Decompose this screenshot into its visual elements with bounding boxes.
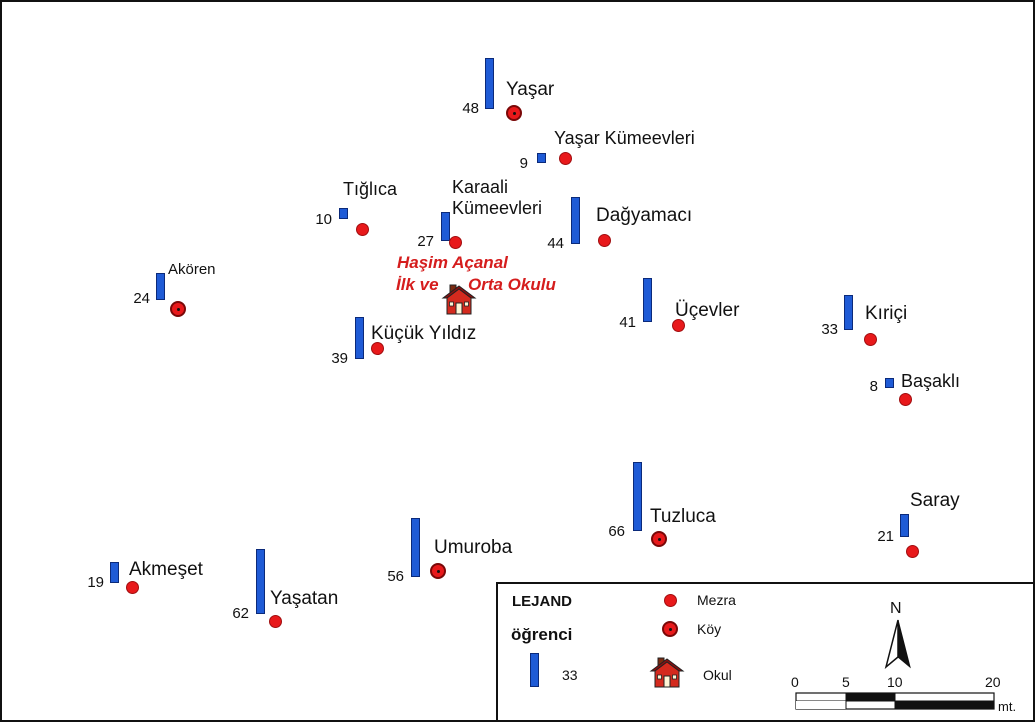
- place-label-kirici: Kıriçi: [865, 303, 908, 324]
- student-bar-kirici: [844, 295, 853, 330]
- north-label: N: [890, 600, 902, 617]
- hamlet-marker-kirici: [864, 333, 877, 346]
- student-bar-saray: [900, 514, 909, 537]
- student-bar-yasatan: [256, 549, 265, 614]
- legend-okul-label: Okul: [703, 667, 732, 683]
- north-arrow-icon: [884, 619, 911, 669]
- place-label-dagyamaci: Dağyamacı: [596, 205, 693, 226]
- place-label-kucuk-yildiz: Küçük Yıldız: [371, 323, 477, 344]
- student-count-yasatan: 62: [232, 605, 249, 622]
- legend-koy-label: Köy: [697, 621, 722, 637]
- hamlet-marker-karaali: [449, 236, 462, 249]
- place-label-yasatan: Yaşatan: [270, 588, 339, 609]
- student-bar-dagyamaci: [571, 197, 580, 244]
- place-label-basakli: Başaklı: [901, 371, 961, 391]
- student-count-akoren: 24: [133, 290, 150, 307]
- hamlet-marker-yasar-kumeevleri: [559, 152, 572, 165]
- scale-tick-0: 0: [791, 674, 799, 690]
- scale-unit: mt.: [998, 699, 1017, 714]
- student-bar-ucevler: [643, 278, 652, 322]
- hamlet-marker-ucevler: [672, 319, 685, 332]
- legend-koy-marker: [662, 621, 678, 637]
- place-label-tuzluca: Tuzluca: [650, 506, 716, 527]
- place-label-tiglica: Tığlıca: [343, 179, 398, 199]
- hamlet-marker-dagyamaci: [598, 234, 611, 247]
- school-label-line2b: Orta Okulu: [468, 275, 556, 294]
- village-marker-umuroba: [430, 563, 446, 579]
- place-label-karaali-line2: Kümeevleri: [452, 198, 543, 218]
- school-label-line1: Haşim Açanal: [397, 253, 508, 272]
- student-bar-yasar: [485, 58, 494, 109]
- village-marker-tuzluca: [651, 531, 667, 547]
- place-label-yasar: Yaşar: [506, 79, 555, 100]
- school-house-icon: [441, 284, 477, 315]
- student-bar-tuzluca: [633, 462, 642, 531]
- place-label-ucevler: Üçevler: [675, 300, 740, 321]
- student-bar-karaali: [441, 212, 450, 241]
- school-label-line2a: İlk ve: [396, 275, 439, 294]
- legend-mezra-marker: [664, 594, 677, 607]
- student-count-dagyamaci: 44: [547, 235, 564, 252]
- legend-mezra-label: Mezra: [697, 592, 736, 608]
- student-bar-akoren: [156, 273, 165, 300]
- student-bar-tiglica: [339, 208, 348, 219]
- hamlet-marker-basakli: [899, 393, 912, 406]
- student-bar-umuroba: [411, 518, 420, 577]
- scale-tick-5: 5: [842, 674, 850, 690]
- hamlet-marker-akmeset: [126, 581, 139, 594]
- student-count-karaali: 27: [417, 233, 434, 250]
- hamlet-marker-kucuk-yildiz: [371, 342, 384, 355]
- legend-ogrenci-label: öğrenci: [511, 625, 573, 644]
- legend-school-icon: [649, 657, 685, 688]
- legend-student-bar: [530, 653, 539, 687]
- student-count-akmeset: 19: [87, 574, 104, 591]
- place-label-yasar-kumeevleri: Yaşar Kümeevleri: [554, 128, 695, 148]
- hamlet-marker-saray: [906, 545, 919, 558]
- student-bar-basakli: [885, 378, 894, 388]
- place-label-akmeset: Akmeşet: [129, 559, 203, 580]
- student-bar-kucuk-yildiz: [355, 317, 364, 359]
- student-bar-yasar-kumeevleri: [537, 153, 546, 163]
- hamlet-marker-yasatan: [269, 615, 282, 628]
- village-marker-yasar: [506, 105, 522, 121]
- student-count-kirici: 33: [821, 321, 838, 338]
- scale-tick-20: 20: [985, 674, 1001, 690]
- place-label-umuroba: Umuroba: [434, 537, 513, 558]
- place-label-akoren: Akören: [168, 261, 216, 278]
- student-count-tuzluca: 66: [608, 523, 625, 540]
- legend-title: LEJAND: [512, 593, 573, 610]
- legend-bar-value: 33: [562, 667, 578, 683]
- scale-bar: [795, 692, 995, 710]
- place-label-karaali-line1: Karaali: [452, 177, 509, 197]
- hamlet-marker-tiglica: [356, 223, 369, 236]
- student-count-basakli: 8: [869, 378, 878, 395]
- student-bar-akmeset: [110, 562, 119, 583]
- student-count-tiglica: 10: [315, 211, 332, 228]
- student-count-yasar: 48: [462, 100, 479, 117]
- student-count-saray: 21: [877, 528, 894, 545]
- student-count-umuroba: 56: [387, 568, 404, 585]
- place-label-saray: Saray: [910, 490, 960, 511]
- village-marker-akoren: [170, 301, 186, 317]
- student-count-ucevler: 41: [619, 314, 636, 331]
- student-count-kucuk-yildiz: 39: [331, 350, 348, 367]
- scale-tick-10: 10: [887, 674, 903, 690]
- student-count-yasar-kumeevleri: 9: [519, 155, 528, 172]
